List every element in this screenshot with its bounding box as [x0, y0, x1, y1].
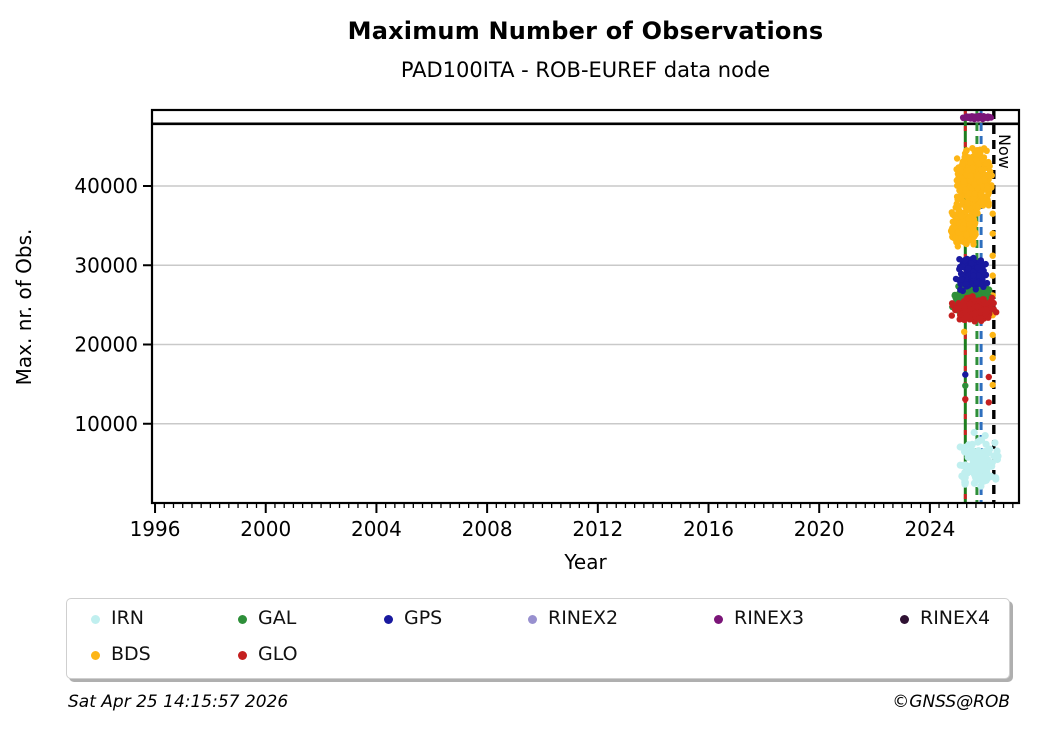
y-axis-label: Max. nr. of Obs. — [12, 229, 36, 386]
plot-frame — [150, 108, 1021, 505]
legend-item-label: GPS — [404, 607, 443, 629]
legend-marker-icon — [91, 650, 100, 660]
legend-marker-icon — [384, 614, 393, 624]
x-tick-label: 2020 — [794, 517, 845, 541]
x-axis-label: Year — [563, 550, 607, 574]
series-IRN-points — [956, 428, 1002, 490]
x-tick-label: 2004 — [351, 517, 402, 541]
legend-marker-icon — [91, 614, 100, 624]
chart-subtitle: PAD100ITA - ROB-EUREF data node — [400, 58, 771, 82]
legend-item-label: BDS — [111, 643, 151, 665]
copyright-text: ©GNSS@ROB — [892, 692, 1010, 712]
x-tick-label: 2008 — [462, 517, 513, 541]
gridlines — [152, 185, 1019, 425]
legend-marker-icon — [238, 614, 247, 624]
series-BDS-points — [947, 145, 996, 389]
x-tick-label: 2012 — [572, 517, 623, 541]
chart-plot-area: Now 1996 2000 2004 2008 2012 2016 2020 2024 10000… — [12, 108, 1021, 574]
chart-legend: IRN GAL GPS RINEX2 RINEX3 RINEX4 BDS GLO — [66, 598, 1010, 679]
legend-item-label: RINEX2 — [548, 607, 619, 629]
series-RINEX3-points — [959, 112, 995, 123]
y-tick-label: 20000 — [74, 333, 138, 357]
x-tick-label: 2000 — [240, 517, 291, 541]
y-tick-label: 30000 — [74, 253, 138, 277]
legend-marker-icon — [900, 614, 909, 624]
x-tick-label: 1996 — [130, 517, 181, 541]
timestamp-text: Sat Apr 25 14:15:57 2026 — [68, 692, 289, 712]
series-GLO-points — [948, 293, 1000, 406]
x-tick-label: 2024 — [904, 517, 955, 541]
legend-item-label: GLO — [258, 643, 298, 665]
legend-marker-icon — [238, 650, 247, 660]
series-GPS-points — [952, 254, 991, 378]
y-tick-label: 40000 — [74, 174, 138, 198]
legend-item-label: GAL — [258, 607, 297, 629]
legend-marker-icon — [528, 614, 537, 624]
x-axis-ticks: 1996 2000 2004 2008 2012 2016 2020 2024 — [130, 503, 955, 541]
legend-item-label: IRN — [111, 607, 145, 629]
x-tick-label: 2016 — [683, 517, 734, 541]
legend-item-label: RINEX3 — [734, 607, 805, 629]
y-tick-label: 10000 — [74, 412, 138, 436]
legend-item-label: RINEX4 — [920, 607, 991, 629]
legend-marker-icon — [714, 614, 723, 624]
y-axis-ticks: 10000 20000 30000 40000 — [74, 174, 152, 436]
chart-title: Maximum Number of Observations — [347, 17, 824, 45]
now-label: Now — [995, 134, 1014, 169]
